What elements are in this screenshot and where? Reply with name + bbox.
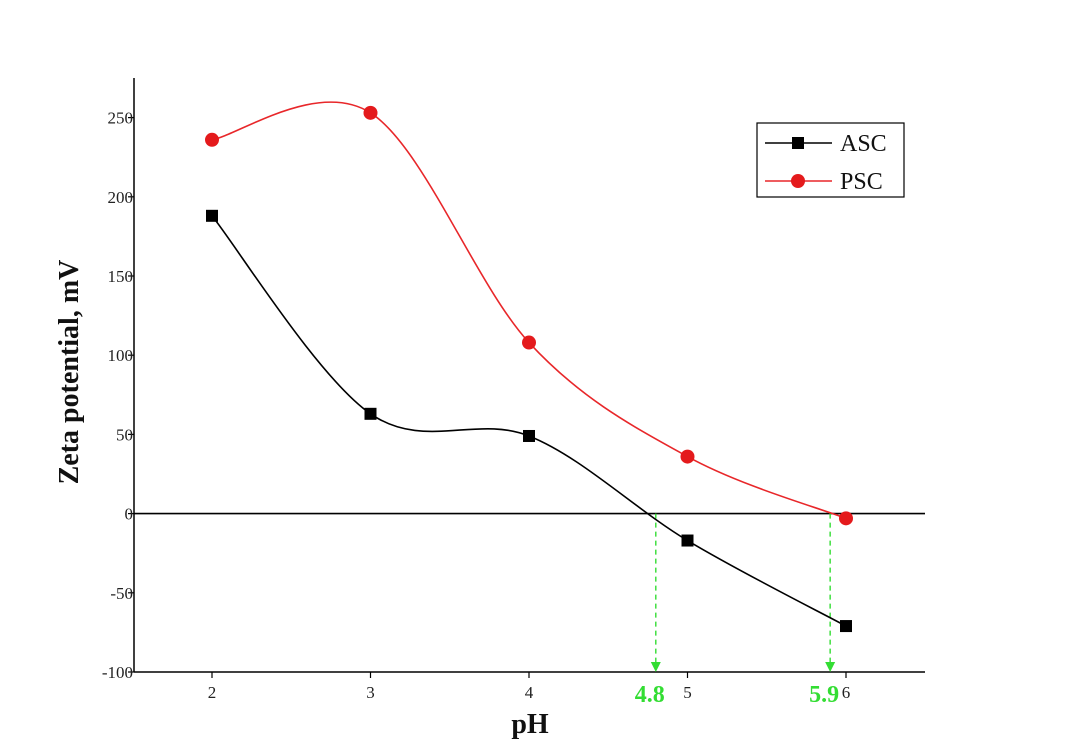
isoelectric-arrow-head bbox=[650, 662, 661, 672]
data-point-asc bbox=[206, 209, 218, 222]
y-tick-label: 0 bbox=[125, 505, 134, 524]
data-point-asc bbox=[681, 534, 694, 547]
y-tick-label: 200 bbox=[108, 188, 134, 207]
y-axis-title: Zeta potential, mV bbox=[54, 260, 85, 485]
series-line-psc bbox=[211, 101, 847, 520]
data-point-psc bbox=[205, 132, 219, 147]
legend-marker-asc bbox=[792, 137, 804, 149]
y-tick-label: -50 bbox=[110, 584, 133, 603]
legend-marker-psc bbox=[791, 174, 805, 188]
y-tick-label: -100 bbox=[102, 663, 133, 682]
data-point-psc bbox=[363, 105, 378, 120]
isoelectric-point-label: 4.8 bbox=[635, 682, 665, 708]
legend-label-psc: PSC bbox=[840, 169, 883, 195]
data-point-psc bbox=[839, 511, 853, 526]
data-point-psc bbox=[680, 449, 695, 464]
legend-label-asc: ASC bbox=[840, 131, 887, 157]
x-axis-title: pH bbox=[511, 709, 549, 740]
x-tick-label: 4 bbox=[525, 683, 534, 702]
x-tick-label: 3 bbox=[366, 683, 375, 702]
legend-box bbox=[756, 122, 905, 198]
y-tick-label: 100 bbox=[108, 346, 134, 365]
x-tick-label: 5 bbox=[683, 683, 692, 702]
isoelectric-arrow-head bbox=[825, 662, 836, 672]
legend: ASC PSC bbox=[756, 122, 905, 198]
series-line-asc bbox=[211, 215, 847, 627]
ticks: -100 -50 0 50 100 150 200 250 2 3 4 5 6 bbox=[102, 109, 850, 702]
data-point-asc bbox=[364, 407, 377, 420]
y-tick-label: 250 bbox=[108, 109, 134, 128]
y-tick-label: 50 bbox=[116, 425, 133, 444]
x-tick-label: 2 bbox=[208, 683, 217, 702]
series-layer bbox=[205, 101, 853, 633]
data-point-asc bbox=[840, 620, 852, 633]
x-tick-label: 6 bbox=[842, 683, 851, 702]
isoelectric-annotations: 4.8 5.9 bbox=[635, 513, 839, 708]
y-tick-label: 150 bbox=[108, 267, 134, 286]
isoelectric-point-label: 5.9 bbox=[809, 682, 839, 708]
data-point-psc bbox=[522, 335, 536, 350]
data-point-asc bbox=[523, 429, 535, 442]
